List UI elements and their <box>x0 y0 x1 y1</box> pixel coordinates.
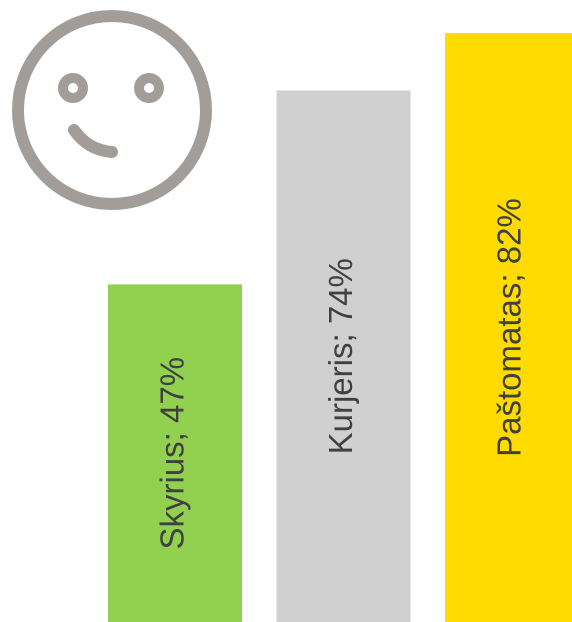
mouth <box>68 124 118 158</box>
right-eye <box>134 73 164 103</box>
bar <box>276 90 411 622</box>
face-outline <box>12 10 212 210</box>
bar <box>108 284 242 622</box>
data-label: Kurjeris; 74% <box>322 258 359 454</box>
left-eye <box>58 73 88 103</box>
data-label: Paštomatas; 82% <box>491 198 528 457</box>
data-label: Skyrius; 47% <box>154 357 191 550</box>
smiley-icon <box>12 10 212 210</box>
bar <box>445 33 572 622</box>
